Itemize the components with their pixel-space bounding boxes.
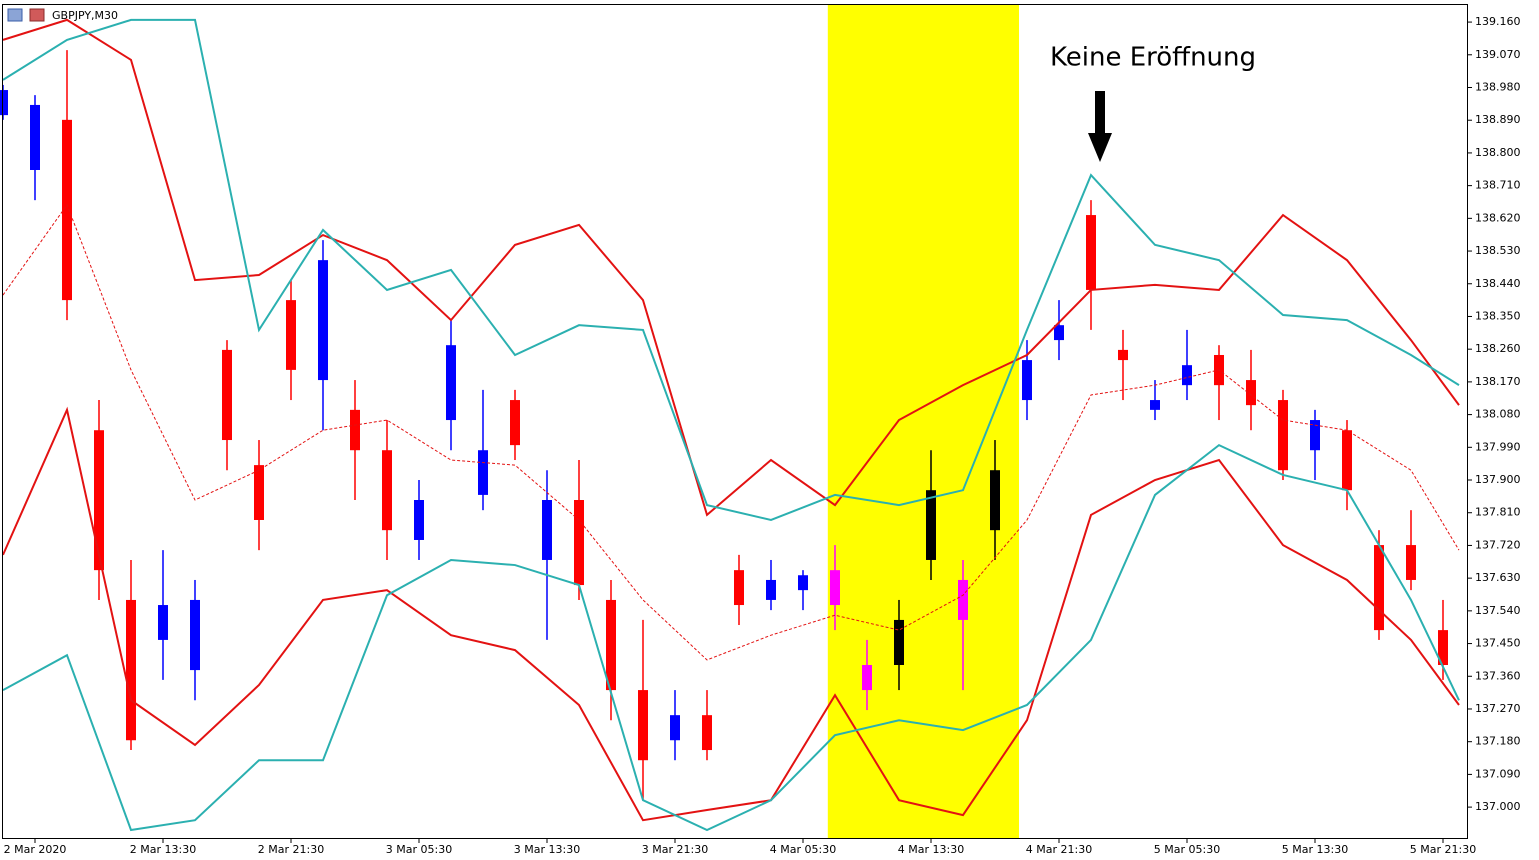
middle-band	[2, 203, 1460, 661]
y-tick-label: 137.720	[1475, 538, 1521, 551]
candle-body	[542, 500, 552, 560]
x-tick-label: 2 Mar 2020	[4, 843, 67, 856]
x-tick-label: 5 Mar 21:30	[1410, 843, 1476, 856]
candle-body	[1406, 545, 1416, 580]
y-tick-label: 137.000	[1475, 800, 1521, 813]
x-tick-label: 2 Mar 13:30	[130, 843, 196, 856]
x-tick-label: 2 Mar 21:30	[258, 843, 324, 856]
candle-body	[318, 260, 328, 381]
y-tick-label: 137.180	[1475, 735, 1521, 748]
annotation-arrow	[1088, 91, 1112, 162]
y-tick-label: 138.980	[1475, 81, 1521, 94]
candle-body	[446, 345, 456, 421]
candle-body	[990, 470, 1000, 531]
candle-body	[1118, 349, 1128, 361]
y-tick-label: 138.530	[1475, 244, 1521, 257]
candle-body	[94, 430, 104, 571]
x-tick-label: 4 Mar 13:30	[898, 843, 964, 856]
candle-body	[350, 409, 360, 451]
x-tick-label: 4 Mar 05:30	[770, 843, 836, 856]
y-tick-label: 138.440	[1475, 277, 1521, 290]
y-tick-label: 138.080	[1475, 408, 1521, 421]
candle-body	[158, 605, 168, 640]
candle-body	[734, 570, 744, 606]
candle-body	[1054, 325, 1064, 341]
candle-body	[1150, 400, 1160, 410]
x-tick-label: 3 Mar 05:30	[386, 843, 452, 856]
candle-body	[1022, 360, 1032, 401]
candle-body	[638, 690, 648, 761]
candle-body	[0, 90, 8, 116]
band-line	[2, 443, 1460, 832]
candle-body	[574, 500, 584, 586]
candle-body	[382, 450, 392, 531]
candle-body	[766, 579, 776, 600]
candle-body	[254, 465, 264, 520]
highlight-zone	[827, 5, 1019, 838]
plot-area	[0, 5, 1460, 838]
candle-body	[798, 575, 808, 591]
y-tick-label: 137.810	[1475, 506, 1521, 519]
candle-body	[1438, 630, 1448, 666]
candle-body	[1342, 430, 1352, 491]
x-tick-label: 5 Mar 05:30	[1154, 843, 1220, 856]
y-tick-label: 138.260	[1475, 342, 1521, 355]
candle-body	[702, 715, 712, 751]
candle-body	[478, 450, 488, 495]
candle-body	[1278, 400, 1288, 471]
y-tick-label: 139.160	[1475, 15, 1521, 28]
annotation: Keine Eröffnung	[1050, 43, 1256, 73]
y-tick-label: 139.070	[1475, 48, 1521, 61]
y-tick-label: 137.990	[1475, 440, 1521, 453]
candle-body	[62, 119, 72, 301]
candle-body	[670, 715, 680, 741]
candle-body	[894, 619, 904, 666]
candle-body	[1374, 545, 1384, 631]
candle-body	[30, 104, 40, 171]
candle-body	[190, 599, 200, 671]
candle-body	[862, 665, 872, 691]
y-tick-label: 138.350	[1475, 309, 1521, 322]
x-tick-label: 3 Mar 21:30	[642, 843, 708, 856]
symbol-label: GBPJPY,M30	[52, 9, 118, 22]
candle-body	[286, 300, 296, 370]
y-tick-label: 138.620	[1475, 211, 1521, 224]
candle-body	[830, 570, 840, 606]
candle-body	[1182, 365, 1192, 386]
band-line	[2, 406, 1460, 822]
candle-body	[1246, 380, 1256, 406]
x-tick-label: 4 Mar 21:30	[1026, 843, 1092, 856]
candle-body	[606, 599, 616, 691]
candle-body	[414, 500, 424, 540]
y-tick-label: 137.360	[1475, 669, 1521, 682]
y-tick-label: 138.800	[1475, 146, 1521, 159]
candle-body	[510, 400, 520, 446]
candle-body	[926, 490, 936, 560]
candle-body	[1086, 215, 1096, 290]
y-tick-label: 137.450	[1475, 637, 1521, 650]
y-tick-label: 137.270	[1475, 702, 1521, 715]
plot-frame	[2, 4, 1468, 839]
y-tick-label: 137.540	[1475, 604, 1521, 617]
x-tick-label: 5 Mar 13:30	[1282, 843, 1348, 856]
symbol-icon	[7, 8, 45, 22]
y-tick-label: 137.090	[1475, 767, 1521, 780]
y-tick-label: 137.630	[1475, 571, 1521, 584]
x-tick-label: 3 Mar 13:30	[514, 843, 580, 856]
candle-body	[958, 579, 968, 620]
candle-body	[126, 599, 136, 741]
y-tick-label: 138.710	[1475, 179, 1521, 192]
candle-body	[222, 349, 232, 441]
y-tick-label: 137.900	[1475, 473, 1521, 486]
band-line	[2, 18, 1460, 522]
y-tick-label: 138.890	[1475, 113, 1521, 126]
candle-body	[1310, 420, 1320, 451]
y-tick-label: 138.170	[1475, 375, 1521, 388]
